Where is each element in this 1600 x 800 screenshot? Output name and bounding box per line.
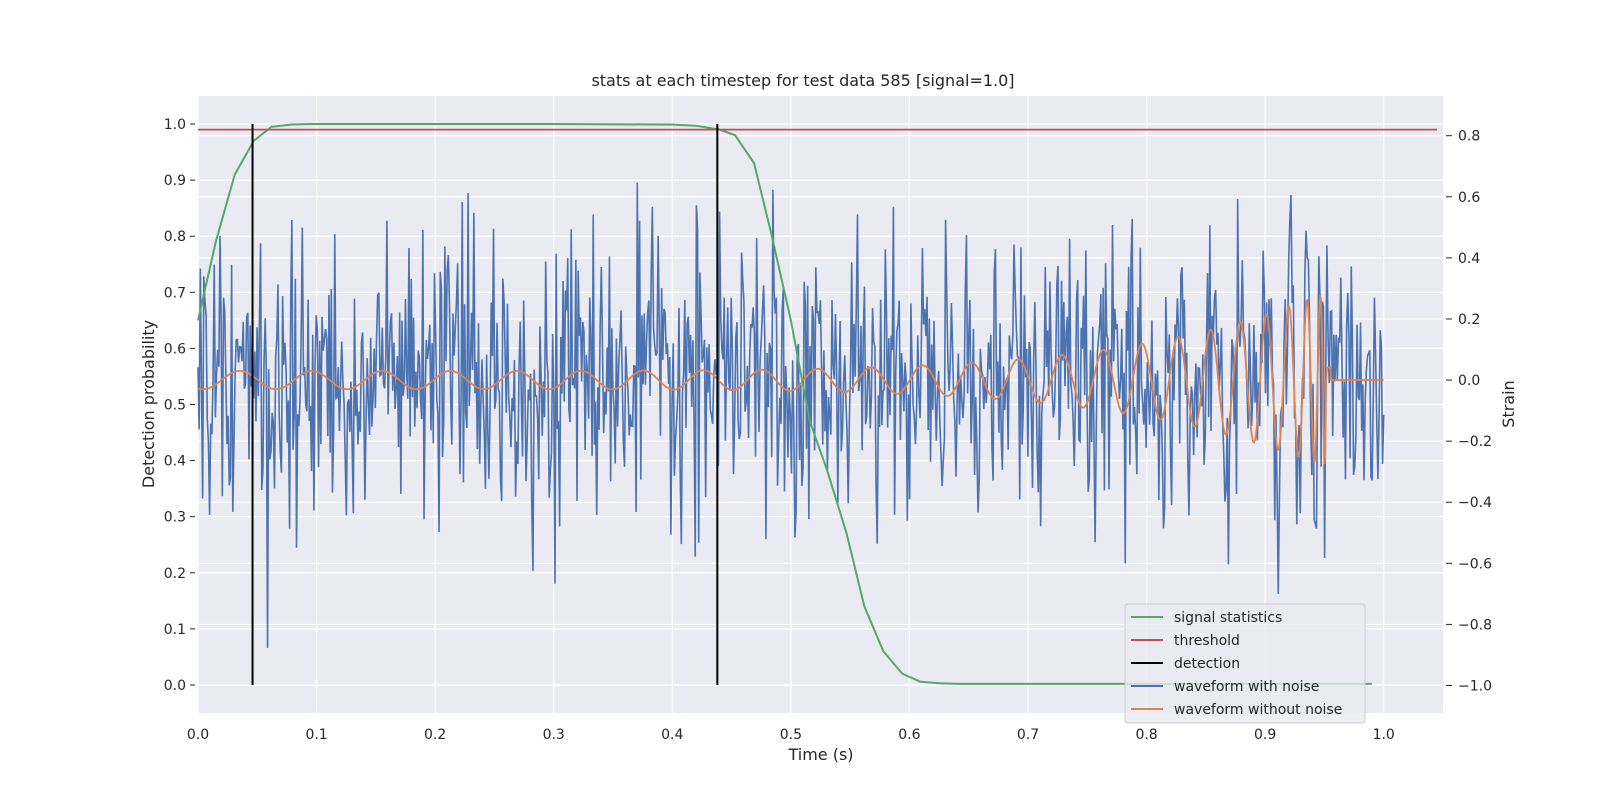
series-layer <box>197 123 1438 685</box>
y-left-tick-label: 0.3 <box>164 510 186 526</box>
x-ticks: 0.0 0.1 0.2 0.3 0.4 0.5 0.6 0.7 0.8 0.9 1.0 <box>187 727 1395 743</box>
legend-label-waveform-without-noise: waveform without noise <box>1174 702 1342 718</box>
legend-label-detection: detection <box>1174 656 1240 672</box>
x-tick-label: 0.1 <box>305 727 327 743</box>
y-left-tick-label: 0.7 <box>164 285 186 301</box>
y-right-tick-label: 0.8 <box>1458 129 1480 145</box>
y-left-tick-label: 0.5 <box>164 398 186 414</box>
y-left-ticks: 0.0 0.1 0.2 0.3 0.4 0.5 0.6 0.7 0.8 0.9 1.0 <box>164 117 195 694</box>
y-left-tick-label: 1.0 <box>164 117 186 133</box>
x-axis-label: Time (s) <box>787 745 853 764</box>
y-axis-right-label: Strain <box>1499 380 1518 427</box>
y-left-tick-label: 0.0 <box>164 678 186 694</box>
grid-lines <box>197 96 1443 713</box>
x-tick-label: 0.2 <box>424 727 446 743</box>
x-tick-label: 0.6 <box>898 727 920 743</box>
y-right-tick-label: 0.4 <box>1458 251 1480 267</box>
y-axis-left-label: Detection probability <box>139 320 158 488</box>
y-right-tick-label: −1.0 <box>1458 679 1492 695</box>
x-tick-label: 0.0 <box>187 727 209 743</box>
x-tick-label: 0.8 <box>1135 727 1157 743</box>
y-right-tick-label: 0.6 <box>1458 190 1480 206</box>
y-right-tick-label: 0.0 <box>1458 373 1480 389</box>
x-tick-label: 1.0 <box>1373 727 1395 743</box>
y-right-tick-label: −0.4 <box>1458 495 1492 511</box>
chart-title: stats at each timestep for test data 585… <box>591 71 1014 90</box>
signal-statistics-line <box>197 123 1372 685</box>
y-left-tick-label: 0.2 <box>164 566 186 582</box>
y-right-tick-label: −0.6 <box>1458 556 1492 572</box>
x-tick-label: 0.3 <box>543 727 565 743</box>
y-left-tick-label: 0.8 <box>164 229 186 245</box>
legend: signal statistics threshold detection wa… <box>1124 603 1366 724</box>
x-tick-label: 0.9 <box>1254 727 1276 743</box>
x-tick-label: 0.7 <box>1017 727 1039 743</box>
y-left-tick-label: 0.1 <box>164 622 186 638</box>
x-tick-label: 0.5 <box>780 727 802 743</box>
x-tick-label: 0.4 <box>661 727 683 743</box>
y-left-tick-label: 0.6 <box>164 341 186 357</box>
y-right-tick-label: 0.2 <box>1458 312 1480 328</box>
y-left-tick-label: 0.9 <box>164 173 186 189</box>
legend-label-threshold: threshold <box>1174 633 1240 649</box>
legend-label-signal-statistics: signal statistics <box>1174 610 1282 626</box>
y-left-tick-label: 0.4 <box>164 454 186 470</box>
legend-box <box>1124 603 1366 724</box>
y-right-tick-label: −0.8 <box>1458 617 1492 633</box>
y-right-ticks: −1.0 −0.8 −0.6 −0.4 −0.2 0.0 0.2 0.4 0.6 0.8 <box>1446 129 1492 695</box>
y-right-tick-label: −0.2 <box>1458 434 1492 450</box>
waveform-without-noise-line <box>197 294 1384 465</box>
legend-label-waveform-with-noise: waveform with noise <box>1174 679 1319 695</box>
